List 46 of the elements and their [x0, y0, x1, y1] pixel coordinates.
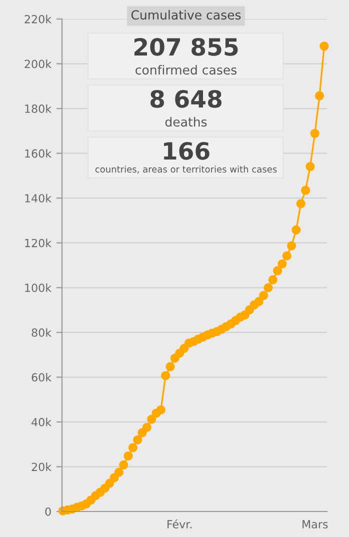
- point: [128, 443, 138, 452]
- point: [142, 422, 152, 432]
- y-tick-label: 60k: [32, 372, 52, 382]
- point: [133, 435, 142, 444]
- point: [156, 405, 166, 414]
- point: [310, 128, 320, 138]
- point: [273, 266, 282, 276]
- point: [268, 275, 278, 284]
- point: [124, 451, 133, 460]
- point: [287, 241, 296, 250]
- chart-title: Cumulative cases: [131, 10, 241, 20]
- point: [254, 297, 264, 306]
- point: [259, 290, 268, 300]
- annotation: confirmed cases: [136, 64, 237, 75]
- point: [301, 186, 310, 195]
- point: [114, 468, 124, 477]
- point: [147, 414, 156, 424]
- point: [320, 42, 329, 51]
- point: [119, 460, 128, 470]
- point: [264, 283, 273, 292]
- y-tick-label: 140k: [25, 194, 52, 202]
- point: [292, 225, 301, 234]
- annotation: 166: [164, 142, 210, 160]
- y-tick-label: 100k: [25, 283, 52, 292]
- x-tick-label: Mars: [302, 520, 328, 528]
- y-tick-label: 180k: [25, 104, 52, 113]
- annotation: 8 648: [150, 90, 222, 108]
- point: [161, 371, 170, 380]
- point: [282, 251, 292, 260]
- point: [315, 91, 324, 100]
- y-tick-label: 0: [45, 507, 51, 516]
- y-tick-label: 200k: [24, 60, 52, 68]
- annotation: 207 855: [134, 38, 238, 56]
- point: [166, 362, 175, 372]
- y-tick-label: 80k: [32, 328, 52, 337]
- annotation: deaths: [165, 116, 207, 127]
- y-tick-label: 220k: [24, 14, 52, 24]
- y-tick-label: 40k: [32, 418, 52, 426]
- point: [306, 162, 315, 172]
- point: [278, 259, 287, 268]
- x-tick-label: Févr.: [168, 519, 192, 528]
- y-tick-label: 120k: [25, 238, 52, 248]
- y-tick-label: 20k: [32, 462, 52, 472]
- annotation: countries, areas or territories with cases: [95, 166, 277, 174]
- y-tick-label: 160k: [25, 149, 52, 158]
- point: [296, 199, 306, 208]
